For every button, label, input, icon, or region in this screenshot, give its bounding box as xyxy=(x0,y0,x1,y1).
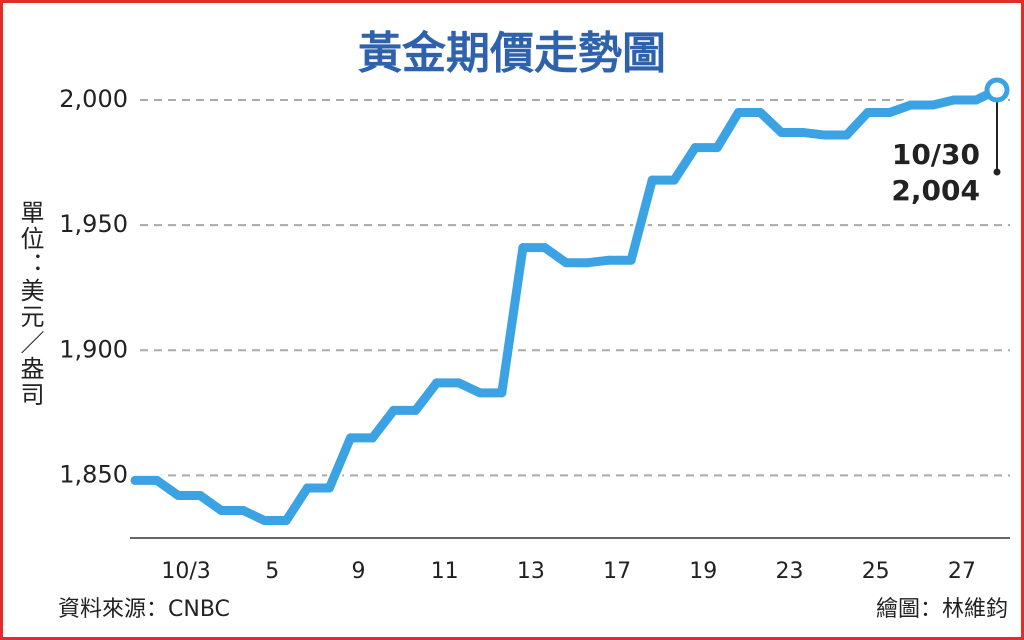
x-tick-label: 11 xyxy=(431,559,459,584)
chart-title: 黃金期價走勢圖 xyxy=(358,28,666,79)
x-tick-label: 9 xyxy=(352,559,366,584)
leader-dot xyxy=(993,168,1001,176)
x-tick-label: 19 xyxy=(689,559,717,584)
x-tick-label: 25 xyxy=(862,559,890,584)
connector xyxy=(152,85,1002,525)
y-tick-label: 1,900 xyxy=(59,335,128,363)
x-tick-label: 23 xyxy=(776,559,804,584)
x-tick-label: 10/3 xyxy=(161,559,210,584)
y-tick-label: 1,850 xyxy=(59,460,128,488)
end-point xyxy=(984,77,1010,103)
x-tick-label: 17 xyxy=(603,559,631,584)
annotation-value: 2,004 xyxy=(891,174,980,207)
y-axis-label: 單位：美元／盎司 xyxy=(16,200,44,408)
credit: 繪圖：林維鈞 xyxy=(876,597,1008,622)
x-tick-label: 5 xyxy=(265,559,279,584)
y-tick-label: 2,000 xyxy=(59,85,128,113)
x-tick-label: 13 xyxy=(517,559,545,584)
y-tick-label: 1,950 xyxy=(59,210,128,238)
x-tick-label: 27 xyxy=(948,559,976,584)
annotation-date: 10/30 xyxy=(892,138,980,171)
source: 資料來源：CNBC xyxy=(58,597,230,622)
